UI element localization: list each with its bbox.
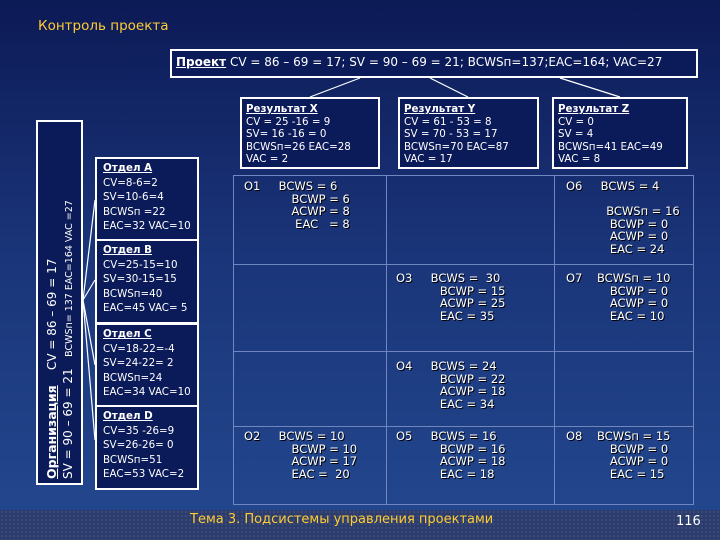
department-b-box: Отдел В CV=25-15=10 SV=30-15=15 BCWSп=40… [95, 239, 199, 324]
department-line: CV=8-6=2 [103, 176, 158, 189]
organization-cv: CV = 86 – 69 = 17 [45, 258, 59, 371]
department-a-box: Отдел А CV=8-6=2 SV=10-6=4 BCWSп =22 EAC… [95, 157, 199, 242]
footer-topic: Тема 3. Подсистемы управления проектами [190, 512, 494, 527]
department-line: EAC=32 VAC=10 [103, 220, 191, 232]
page-title: Контроль проекта [38, 18, 169, 34]
cell-o1: О1 BCWS = 6 BCWP = 6 ACWP = 8 EAC = 8 [244, 179, 350, 231]
result-x-title: Результат X [246, 103, 318, 115]
department-line: SV=30-15=15 [103, 273, 177, 285]
department-line: BCWSп =22 [103, 205, 166, 218]
result-z-box: Результат Z CV = 0 SV = 4 BCWSп=41 EAC=4… [552, 97, 688, 169]
result-y-line: CV = 61 - 53 = 8 [404, 115, 492, 128]
department-line: SV=26-26= 0 [103, 439, 174, 451]
cell-o5: О5 BCWS = 16 BCWP = 16 ACWP = 18 EAC = 1… [396, 429, 506, 481]
department-c-box: Отдел С CV=18-22=-4 SV=24-22= 2 BCWSп=24… [95, 323, 199, 408]
grid-divider [234, 351, 693, 352]
grid-divider [386, 176, 387, 504]
result-y-box: Результат Y CV = 61 - 53 = 8 SV = 70 - 5… [398, 97, 539, 169]
cell-o7: О7 BCWSп = 10 BCWP = 0 ACWP = 0 EAC = 10 [566, 271, 671, 323]
result-x-line: SV= 16 -16 = 0 [246, 128, 327, 140]
department-line: CV=25-15=10 [103, 258, 178, 271]
department-d-title: Отдел D [103, 410, 153, 422]
footer-stripe [0, 510, 720, 540]
cell-o4: О4 BCWS = 24 BCWP = 22 ACWP = 18 EAC = 3… [396, 359, 506, 411]
organization-extra: BCWSп= 137 EAC=164 VAC =27 [64, 200, 75, 357]
cell-o3: О3 BCWS = 30 BCWP = 15 ACWP = 25 EAC = 3… [396, 271, 506, 323]
result-z-line: BCWSп=41 EAC=49 [558, 140, 663, 153]
matrix-grid [233, 175, 694, 505]
department-line: CV=18-22=-4 [103, 342, 175, 355]
department-c-title: Отдел С [103, 328, 152, 340]
project-label: Проект [176, 55, 227, 69]
result-y-line: BCWSп=70 EAC=87 [404, 140, 509, 153]
result-z-title: Результат Z [558, 103, 630, 115]
department-line: SV=10-6=4 [103, 191, 164, 203]
result-y-line: SV = 70 - 53 = 17 [404, 128, 498, 140]
department-b-title: Отдел В [103, 244, 152, 256]
result-x-box: Результат X CV = 25 -16 = 9 SV= 16 -16 =… [240, 97, 380, 169]
cell-o6: О6 BCWS = 4 BCWSп = 16 BCWP = 0 ACWP = 0… [566, 179, 680, 256]
department-line: EAC=45 VAC= 5 [103, 302, 188, 314]
result-z-line: SV = 4 [558, 128, 594, 140]
result-x-line: VAC = 2 [246, 153, 289, 165]
organization-text: Организация CV = 86 – 69 = 17 SV = 90 – … [44, 127, 78, 479]
result-y-line: VAC = 17 [404, 153, 453, 165]
project-box: Проект CV = 86 – 69 = 17; SV = 90 – 69 =… [170, 49, 698, 78]
result-x-line: BCWSп=26 EAC=28 [246, 140, 351, 153]
cell-o8: О8 BCWSп = 15 BCWP = 0 ACWP = 0 EAC = 15 [566, 429, 671, 481]
page-number: 116 [676, 514, 701, 529]
department-line: BCWSп=40 [103, 287, 163, 300]
project-summary: CV = 86 – 69 = 17; SV = 90 – 69 = 21; BC… [226, 55, 663, 69]
department-line: EAC=53 VAC=2 [103, 468, 185, 480]
department-line: CV=35 -26=9 [103, 424, 175, 437]
department-line: BCWSп=51 [103, 453, 163, 466]
organization-box: Организация CV = 86 – 69 = 17 SV = 90 – … [36, 120, 83, 485]
result-z-line: CV = 0 [558, 115, 594, 128]
grid-divider [554, 176, 555, 504]
cell-o2: О2 BCWS = 10 BCWP = 10 ACWP = 17 EAC = 2… [244, 429, 358, 481]
organization-sv: SV = 90 – 69 = 21 [61, 368, 75, 479]
result-z-line: VAC = 8 [558, 153, 601, 165]
department-a-title: Отдел А [103, 162, 153, 174]
grid-divider [234, 264, 693, 265]
result-x-line: CV = 25 -16 = 9 [246, 115, 331, 128]
organization-label: Организация [44, 385, 59, 479]
grid-divider [234, 426, 693, 427]
department-line: EAC=34 VAC=10 [103, 386, 191, 398]
department-line: SV=24-22= 2 [103, 357, 174, 369]
department-line: BCWSп=24 [103, 371, 163, 384]
department-d-box: Отдел D CV=35 -26=9 SV=26-26= 0 BCWSп=51… [95, 405, 199, 490]
result-y-title: Результат Y [404, 103, 476, 115]
